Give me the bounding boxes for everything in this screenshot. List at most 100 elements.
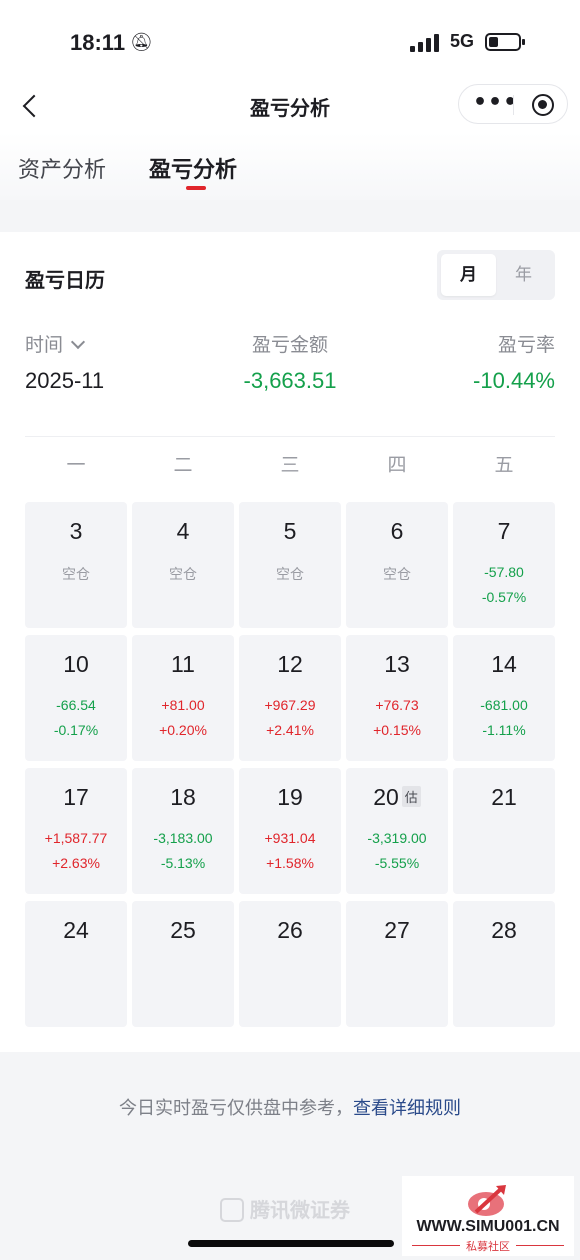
day-pnl-rate: +0.20% [159,722,207,738]
watermark-text: WWW.SIMU001.CN [416,1218,560,1235]
day-number: 18 [132,784,234,811]
day-number: 3 [25,518,127,545]
day-number-text: 28 [491,917,517,943]
capsule-divider [513,95,514,115]
calendar-day-25[interactable]: 25 [132,901,234,1027]
period-toggle: 月 年 [437,250,555,300]
tab-bar: 资产分析 盈亏分析 [0,132,580,200]
calendar-day-19[interactable]: 19 +931.04 +1.58% [239,768,341,894]
calendar-day-10[interactable]: 10 -66.54 -0.17% [25,635,127,761]
calendar-day-24[interactable]: 24 [25,901,127,1027]
calendar-day-17[interactable]: 17 +1,587.77 +2.63% [25,768,127,894]
calendar-day-26[interactable]: 26 [239,901,341,1027]
day-number-text: 13 [384,651,410,677]
day-number: 13 [346,651,448,678]
time-label: 时间 [25,334,64,356]
calendar-day-14[interactable]: 14 -681.00 -1.11% [453,635,555,761]
day-pnl-rate: -5.13% [160,855,206,871]
close-target-icon[interactable] [532,94,554,116]
day-pnl-rate: +1.58% [266,855,314,871]
day-number-text: 25 [170,917,196,943]
day-number: 11 [132,651,234,678]
nav-bar: 盈亏分析 ••• [0,80,580,132]
signal-icon [410,32,440,52]
toggle-year[interactable]: 年 [515,265,532,285]
day-number: 21 [453,784,555,811]
day-number: 26 [239,917,341,944]
day-pnl-amount: +81.00 [161,697,205,713]
rate-value: -10.44% [473,368,555,393]
tab-asset-analysis[interactable]: 资产分析 [18,158,107,183]
calendar-day-6[interactable]: 6 空仓 [346,502,448,628]
rate-label: 盈亏率 [497,334,555,356]
day-number-text: 19 [277,784,303,810]
day-number: 24 [25,917,127,944]
calendar-day-3[interactable]: 3 空仓 [25,502,127,628]
day-number: 28 [453,917,555,944]
time-selector[interactable]: 时间 [25,330,86,357]
calendar-day-20[interactable]: 20 估 -3,319.00 -5.55% [346,768,448,894]
day-pnl-amount: +931.04 [264,830,316,846]
watermark-subtitle: 私募社区 [402,1238,574,1254]
weekday-thu: 四 [387,454,407,476]
day-number: 19 [239,784,341,811]
status-time: 18:11 [70,30,126,55]
day-pnl-amount: +1,587.77 [44,830,108,846]
day-number-text: 14 [491,651,517,677]
day-number-text: 4 [176,518,190,544]
day-pnl-amount: -3,183.00 [153,830,213,846]
day-pnl-rate: -1.11% [482,722,526,738]
more-icon[interactable]: ••• [473,90,519,115]
day-pnl-rate: +2.41% [266,722,314,738]
watermark: WWW.SIMU001.CN 私募社区 [402,1176,574,1256]
status-bar: 18:11 🔕︎ 5G [0,0,580,80]
calendar-day-4[interactable]: 4 空仓 [132,502,234,628]
day-number: 12 [239,651,341,678]
day-number: 17 [25,784,127,811]
calendar-day-12[interactable]: 12 +967.29 +2.41% [239,635,341,761]
day-number-text: 3 [69,518,83,544]
calendar-day-13[interactable]: 13 +76.73 +0.15% [346,635,448,761]
calendar-day-7[interactable]: 7 -57.80 -0.57% [453,502,555,628]
calendar-day-21[interactable]: 21 [453,768,555,894]
day-number: 10 [25,651,127,678]
divider [25,436,555,437]
watermark-logo-icon [468,1185,506,1216]
battery-icon [485,33,525,51]
day-number: 4 [132,518,234,545]
day-number-text: 5 [283,518,297,544]
day-pnl-rate: +0.15% [373,722,421,738]
day-number-text: 20 [373,784,399,810]
rules-link[interactable]: 查看详细规则 [353,1098,461,1119]
day-pnl-amount: -66.54 [56,697,96,713]
brand-logo-icon [220,1198,244,1222]
calendar-day-18[interactable]: 18 -3,183.00 -5.13% [132,768,234,894]
tab-pnl-analysis[interactable]: 盈亏分析 [149,158,238,183]
day-number-text: 26 [277,917,303,943]
day-pnl-amount: 空仓 [62,566,90,582]
calendar-day-11[interactable]: 11 +81.00 +0.20% [132,635,234,761]
weekday-fri: 五 [494,454,514,476]
network-type: 5G [450,31,475,51]
day-number-text: 21 [491,784,517,810]
day-number: 20 估 [346,784,448,811]
calendar-day-5[interactable]: 5 空仓 [239,502,341,628]
day-number: 6 [346,518,448,545]
calendar-day-27[interactable]: 27 [346,901,448,1027]
weekday-tue: 二 [173,454,193,476]
day-number-text: 12 [277,651,303,677]
calendar-title: 盈亏日历 [25,268,105,292]
day-pnl-amount: 空仓 [383,566,411,582]
calendar-day-28[interactable]: 28 [453,901,555,1027]
time-value: 2025-11 [25,368,105,393]
toggle-month[interactable]: 月 [441,254,496,296]
brand-name: 腾讯微证券 [250,1198,350,1222]
day-pnl-amount: -57.80 [484,564,524,580]
day-pnl-amount: -3,319.00 [367,830,427,846]
day-pnl-amount: +76.73 [375,697,419,713]
day-number-text: 10 [63,651,89,677]
home-indicator [188,1240,394,1247]
day-number: 27 [346,917,448,944]
day-pnl-amount: -681.00 [480,697,528,713]
day-pnl-rate: -0.57% [481,589,527,605]
